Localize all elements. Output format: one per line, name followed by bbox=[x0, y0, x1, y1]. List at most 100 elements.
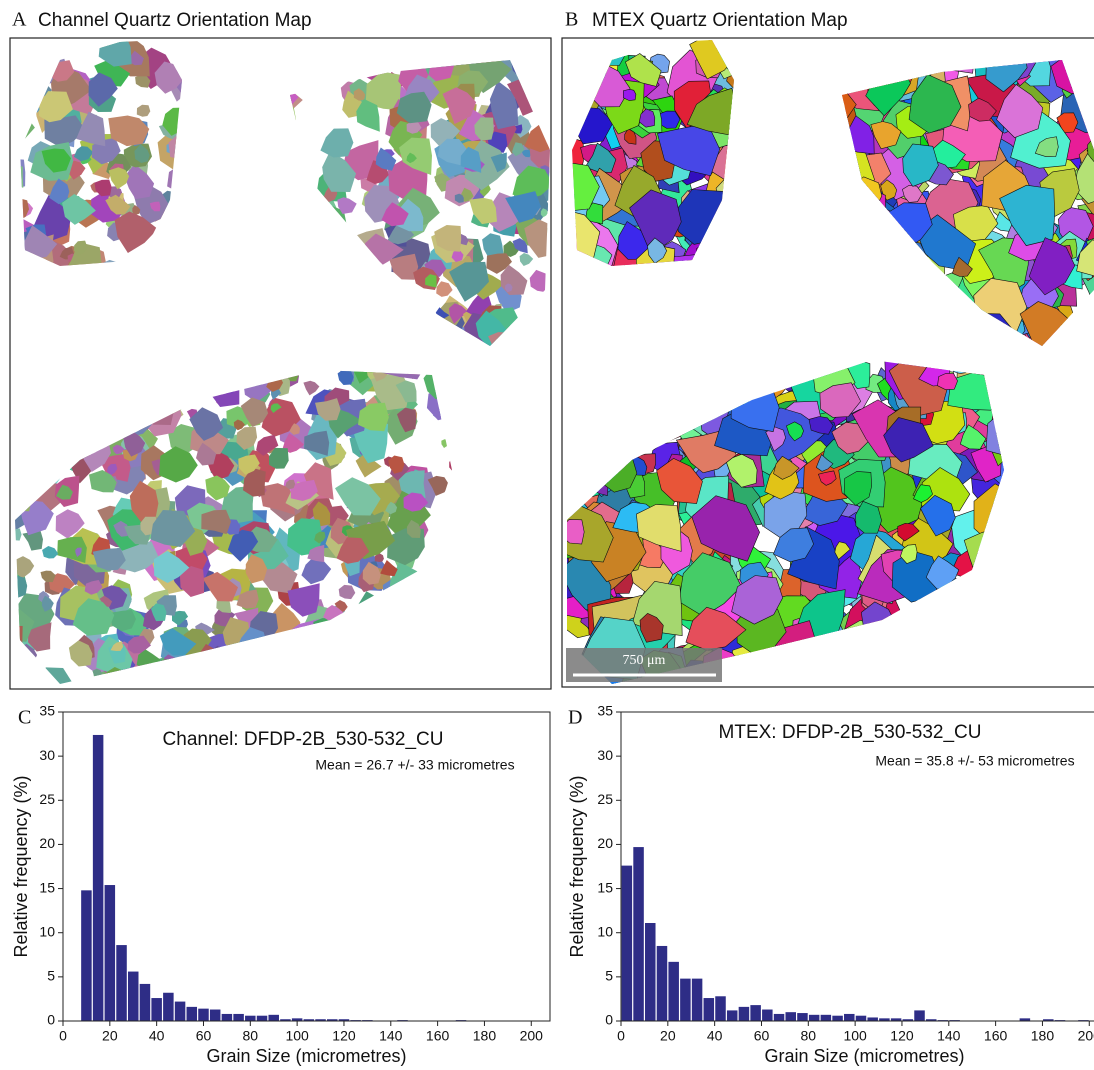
grain bbox=[547, 349, 589, 377]
grain bbox=[196, 91, 222, 115]
grain bbox=[412, 666, 437, 685]
grain bbox=[299, 310, 311, 318]
grain bbox=[1075, 462, 1094, 507]
grain bbox=[644, 330, 698, 383]
grain bbox=[696, 249, 716, 271]
grain bbox=[938, 373, 958, 389]
bar bbox=[739, 1007, 750, 1021]
grain bbox=[722, 107, 785, 159]
grain bbox=[477, 518, 494, 543]
grain bbox=[51, 444, 70, 465]
grain bbox=[222, 209, 235, 222]
grain bbox=[224, 222, 244, 242]
grain bbox=[72, 320, 99, 355]
x-tick-label: 180 bbox=[473, 1028, 497, 1044]
grain bbox=[328, 618, 365, 653]
grain bbox=[217, 43, 243, 68]
grain bbox=[497, 389, 513, 403]
grain bbox=[505, 429, 515, 440]
grain bbox=[1043, 415, 1064, 435]
grain bbox=[285, 48, 312, 69]
grain bbox=[1011, 478, 1029, 498]
grain bbox=[365, 656, 406, 691]
grain bbox=[307, 348, 327, 371]
y-tick-label: 25 bbox=[39, 791, 55, 807]
grain bbox=[1022, 466, 1066, 508]
grain bbox=[178, 302, 192, 314]
grain bbox=[197, 671, 228, 703]
grain bbox=[1046, 576, 1094, 641]
grain bbox=[1071, 353, 1094, 383]
grain bbox=[661, 289, 679, 306]
grain bbox=[780, 93, 820, 131]
y-axis-label: Relative frequency (%) bbox=[11, 775, 31, 957]
grain bbox=[1031, 459, 1080, 505]
grain bbox=[616, 379, 631, 393]
y-tick-label: 15 bbox=[39, 879, 55, 895]
y-tick-label: 20 bbox=[39, 835, 55, 851]
grain bbox=[244, 283, 252, 293]
grain bbox=[1006, 642, 1037, 675]
grain bbox=[571, 395, 586, 411]
grain bbox=[423, 336, 444, 355]
grain bbox=[618, 296, 647, 326]
grain bbox=[966, 607, 1010, 655]
grain bbox=[343, 621, 371, 654]
grain bbox=[405, 333, 427, 364]
grain bbox=[790, 254, 805, 273]
grain bbox=[749, 231, 769, 252]
grain bbox=[730, 89, 752, 110]
grain bbox=[528, 580, 539, 592]
grain bbox=[191, 45, 203, 60]
grain bbox=[439, 584, 464, 609]
grain bbox=[672, 366, 689, 384]
grain bbox=[830, 635, 896, 693]
grain bbox=[313, 330, 337, 351]
grain bbox=[272, 115, 282, 124]
grain bbox=[617, 264, 669, 308]
grain bbox=[885, 29, 912, 59]
grain bbox=[806, 92, 827, 115]
grain bbox=[793, 97, 813, 113]
grain bbox=[142, 387, 175, 425]
grain bbox=[403, 655, 437, 681]
grain bbox=[1017, 625, 1077, 673]
grain bbox=[978, 349, 992, 366]
grain bbox=[169, 302, 203, 343]
grain bbox=[21, 72, 39, 91]
grain bbox=[1032, 517, 1081, 561]
grain bbox=[10, 410, 22, 423]
grain bbox=[245, 52, 280, 80]
grain bbox=[504, 396, 528, 425]
grain bbox=[28, 403, 54, 434]
grain bbox=[210, 657, 226, 672]
grain bbox=[1038, 453, 1077, 487]
grain bbox=[333, 310, 375, 358]
grain bbox=[391, 301, 419, 328]
grain bbox=[227, 156, 257, 193]
grain bbox=[981, 341, 1031, 401]
bar bbox=[844, 1014, 855, 1021]
grain bbox=[551, 277, 609, 323]
grain bbox=[530, 407, 543, 423]
grain bbox=[58, 333, 78, 351]
grain bbox=[512, 478, 534, 495]
grain bbox=[992, 561, 1015, 580]
grain bbox=[630, 303, 662, 335]
bar bbox=[81, 890, 92, 1021]
grain bbox=[283, 654, 311, 682]
grain bbox=[266, 638, 305, 669]
grain bbox=[801, 253, 853, 303]
grain bbox=[689, 307, 714, 339]
grain bbox=[252, 359, 267, 372]
grain bbox=[22, 402, 54, 436]
grain bbox=[812, 72, 839, 101]
grain bbox=[986, 407, 1037, 457]
grain bbox=[983, 653, 1052, 704]
grain bbox=[295, 241, 308, 253]
grain bbox=[1063, 499, 1094, 533]
grain bbox=[55, 402, 89, 433]
grain bbox=[890, 299, 910, 316]
grain bbox=[604, 331, 621, 349]
grain bbox=[806, 661, 835, 688]
